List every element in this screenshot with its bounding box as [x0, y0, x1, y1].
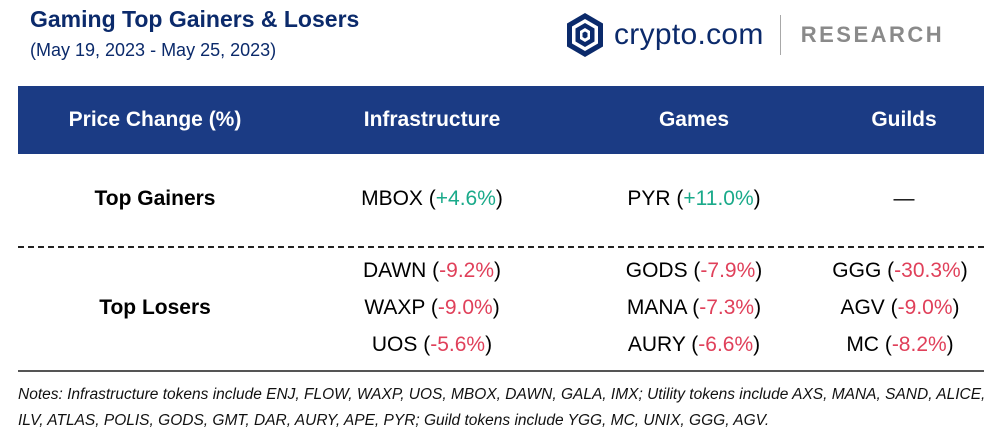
row-label-top-losers: Top Losers — [99, 296, 211, 319]
token-name: MC — [846, 333, 879, 356]
loser-infrastructure-1: DAWN (-9.2%) — [362, 259, 502, 282]
gainer-games: PYR (+11.0%) — [627, 187, 761, 210]
price-change: -30.3% — [894, 259, 961, 282]
token-name: MANA — [626, 296, 687, 319]
brand-name: crypto.com — [614, 18, 764, 51]
price-change: +4.6% — [435, 187, 496, 210]
loser-infrastructure-3: UOS (-5.6%) — [371, 333, 493, 356]
row-divider — [18, 246, 984, 248]
gainer-infrastructure: MBOX (+4.6%) — [361, 187, 503, 210]
price-change: -9.0% — [897, 296, 953, 319]
price-change: -8.2% — [891, 333, 947, 356]
page-title: Gaming Top Gainers & Losers — [30, 6, 360, 32]
gainer-guilds-empty: — — [893, 187, 915, 210]
column-header-price-change: Price Change (%) — [68, 108, 242, 131]
loser-guilds-2: AGV (-9.0%) — [840, 296, 960, 319]
table-bottom-border — [18, 370, 984, 372]
row-label-top-gainers: Top Gainers — [94, 187, 216, 210]
token-name: GGG — [832, 259, 882, 282]
footnote: Notes: Infrastructure tokens include ENJ… — [18, 386, 986, 429]
token-name: MBOX — [361, 187, 423, 210]
price-change: -7.9% — [700, 259, 756, 282]
brand-divider — [779, 15, 781, 55]
brand-block: crypto.com RESEARCH — [566, 12, 944, 58]
column-header-guilds: Guilds — [871, 108, 937, 131]
crypto-com-logo-icon — [567, 13, 603, 57]
loser-infrastructure-2: WAXP (-9.0%) — [364, 296, 500, 319]
loser-guilds-1: GGG (-30.3%) — [832, 259, 968, 282]
loser-guilds-3: MC (-8.2%) — [846, 333, 954, 356]
token-name: PYR — [627, 187, 671, 210]
token-name: AGV — [840, 296, 885, 319]
column-header-games: Games — [658, 108, 730, 131]
token-name: AURY — [627, 333, 686, 356]
token-name: WAXP — [364, 296, 425, 319]
date-range: (May 19, 2023 - May 25, 2023) — [30, 40, 277, 60]
loser-games-3: AURY (-6.6%) — [627, 333, 761, 356]
token-name: GODS — [625, 259, 688, 282]
loser-games-1: GODS (-7.9%) — [625, 259, 763, 282]
price-change: -9.0% — [437, 296, 493, 319]
loser-games-2: MANA (-7.3%) — [626, 296, 762, 319]
table-header: Price Change (%) Infrastructure Games Gu… — [18, 86, 984, 154]
brand-research-label: RESEARCH — [800, 22, 945, 47]
token-name: UOS — [371, 333, 418, 356]
token-name: DAWN — [362, 259, 427, 282]
price-change: -7.3% — [699, 296, 755, 319]
price-change: +11.0% — [683, 187, 754, 210]
price-change: -6.6% — [698, 333, 754, 356]
price-change: -9.2% — [439, 259, 495, 282]
column-header-infrastructure: Infrastructure — [363, 108, 501, 131]
price-change: -5.6% — [430, 333, 486, 356]
